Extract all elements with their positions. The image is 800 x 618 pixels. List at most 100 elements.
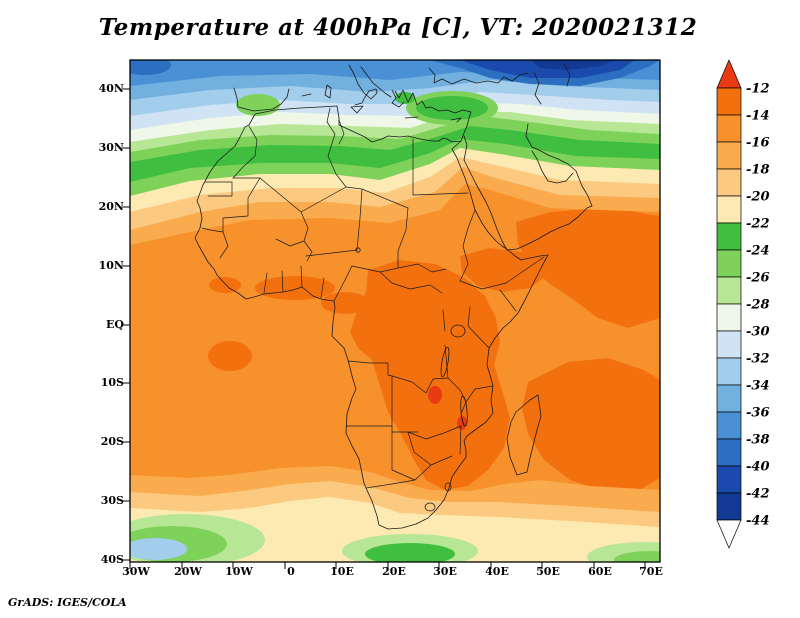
colorbar-segment	[716, 195, 742, 224]
colorbar-label: -44	[746, 514, 770, 529]
lon-tick-label: 50E	[536, 565, 560, 578]
coastlines-and-borders	[194, 63, 593, 530]
levant-anatolia-coastline	[394, 89, 472, 142]
colorbar-segment	[716, 384, 742, 413]
colorbar-segment	[716, 330, 742, 359]
lon-tick-label: 0	[287, 565, 295, 578]
iberia-coastline	[233, 87, 312, 112]
lon-tick-label: 10E	[330, 565, 354, 578]
lat-tick-label: 30N	[98, 141, 124, 154]
contour-fill	[350, 260, 510, 490]
lat-tick-label: 30S	[100, 494, 124, 507]
contour-fill	[522, 358, 660, 492]
lake-malawi-outline	[460, 395, 468, 427]
colorbar-segment	[716, 492, 742, 521]
colorbar-segment	[716, 276, 742, 305]
grads-credit: GrADS: IGES/COLA	[8, 596, 127, 609]
colorbar: -12 -14 -16 -18 -20 -22 -24 -26 -28 -30 …	[710, 58, 790, 558]
lat-tick-label: 40S	[100, 553, 124, 566]
contour-fill-cold-core	[130, 60, 171, 75]
colorbar-label: -38	[746, 433, 770, 448]
lake-victoria-outline	[450, 324, 466, 338]
colorbar-segment	[716, 141, 742, 170]
contour-fill	[236, 94, 280, 116]
colorbar-label: -26	[746, 271, 770, 286]
contour-fill	[209, 277, 241, 293]
contour-fill	[365, 543, 455, 562]
contour-fill	[321, 292, 369, 314]
lat-tick-label: 40N	[98, 82, 124, 95]
colorbar-segment	[716, 411, 742, 440]
contour-fill	[516, 209, 660, 328]
contour-fill-hottest	[428, 386, 442, 404]
contour-fill	[255, 276, 335, 300]
lon-tick-label: 60E	[588, 565, 612, 578]
lon-tick-label: 70E	[639, 565, 663, 578]
lakes	[355, 247, 468, 427]
colorbar-top-triangle	[716, 59, 742, 89]
black-sea-coastline	[428, 67, 529, 85]
lon-tick-label: 40E	[485, 565, 509, 578]
colorbar-bottom-triangle	[716, 519, 742, 549]
colorbar-label: -12	[746, 82, 770, 97]
contour-fill	[130, 538, 187, 560]
contour-fill-cold-core	[530, 60, 615, 70]
south-cool-bands	[130, 466, 660, 562]
colorbar-label: -40	[746, 460, 770, 475]
colorbar-segment	[716, 87, 742, 116]
colorbar-label: -30	[746, 325, 770, 340]
colorbar-segment	[716, 249, 742, 278]
sardinia-coastline	[324, 84, 332, 99]
plot-frame	[129, 59, 661, 563]
caspian-coastline	[533, 63, 571, 105]
lat-tick-label: 10N	[98, 259, 124, 272]
colorbar-label: -28	[746, 298, 770, 313]
colorbar-svg: -12 -14 -16 -18 -20 -22 -24 -26 -28 -30 …	[716, 59, 770, 549]
lon-tick-label: 20W	[174, 565, 202, 578]
colorbar-label: -20	[746, 190, 770, 205]
lat-tick-label: 20N	[98, 200, 124, 213]
colorbar-label: -42	[746, 487, 770, 502]
colorbar-segment	[716, 357, 742, 386]
temperature-fill-layers	[130, 60, 660, 562]
lake-tanganyika-outline	[440, 346, 450, 378]
colorbar-label: -36	[746, 406, 770, 421]
contour-fill	[208, 341, 252, 371]
contour-fill	[614, 551, 660, 562]
colorbar-label: -22	[746, 217, 770, 232]
madagascar-coastline	[506, 394, 542, 476]
arabia-coastline	[463, 123, 593, 251]
colorbar-label: -24	[746, 244, 770, 259]
colorbar-label: -34	[746, 379, 770, 394]
colorbar-segment	[716, 168, 742, 197]
lat-tick-label: 20S	[100, 435, 124, 448]
axis-ticks	[123, 88, 646, 569]
country-borders	[201, 107, 545, 512]
colorbar-label: -14	[746, 109, 770, 124]
africa-coastline	[194, 105, 549, 530]
lon-tick-label: 30E	[433, 565, 457, 578]
italy-coastline	[348, 64, 378, 114]
lon-tick-label: 10W	[225, 565, 253, 578]
colorbar-label: -18	[746, 163, 770, 178]
contour-fill	[395, 92, 415, 104]
temperature-map-svg	[123, 59, 661, 569]
lake-chad-outline	[355, 247, 361, 253]
colorbar-segment	[716, 303, 742, 332]
north-cool-bands	[130, 60, 660, 245]
colorbar-segment	[716, 114, 742, 143]
colorbar-segment	[716, 222, 742, 251]
balkan-greece-coastline	[360, 66, 405, 108]
colorbar-segment	[716, 438, 742, 467]
lon-tick-label: 30W	[122, 565, 150, 578]
colorbar-label: -16	[746, 136, 770, 151]
colorbar-segment	[716, 465, 742, 494]
lon-tick-label: 20E	[382, 565, 406, 578]
crete-cyprus-coastline	[404, 116, 462, 123]
map-plot-area: 40N 30N 20N 10N EQ 10S 20S 30S 40S 30W 2…	[99, 59, 663, 578]
lat-tick-label: 10S	[100, 376, 124, 389]
plot-title: Temperature at 400hPa [C], VT: 202002131…	[98, 14, 698, 41]
colorbar-label: -32	[746, 352, 770, 367]
lat-tick-label: EQ	[106, 318, 124, 331]
